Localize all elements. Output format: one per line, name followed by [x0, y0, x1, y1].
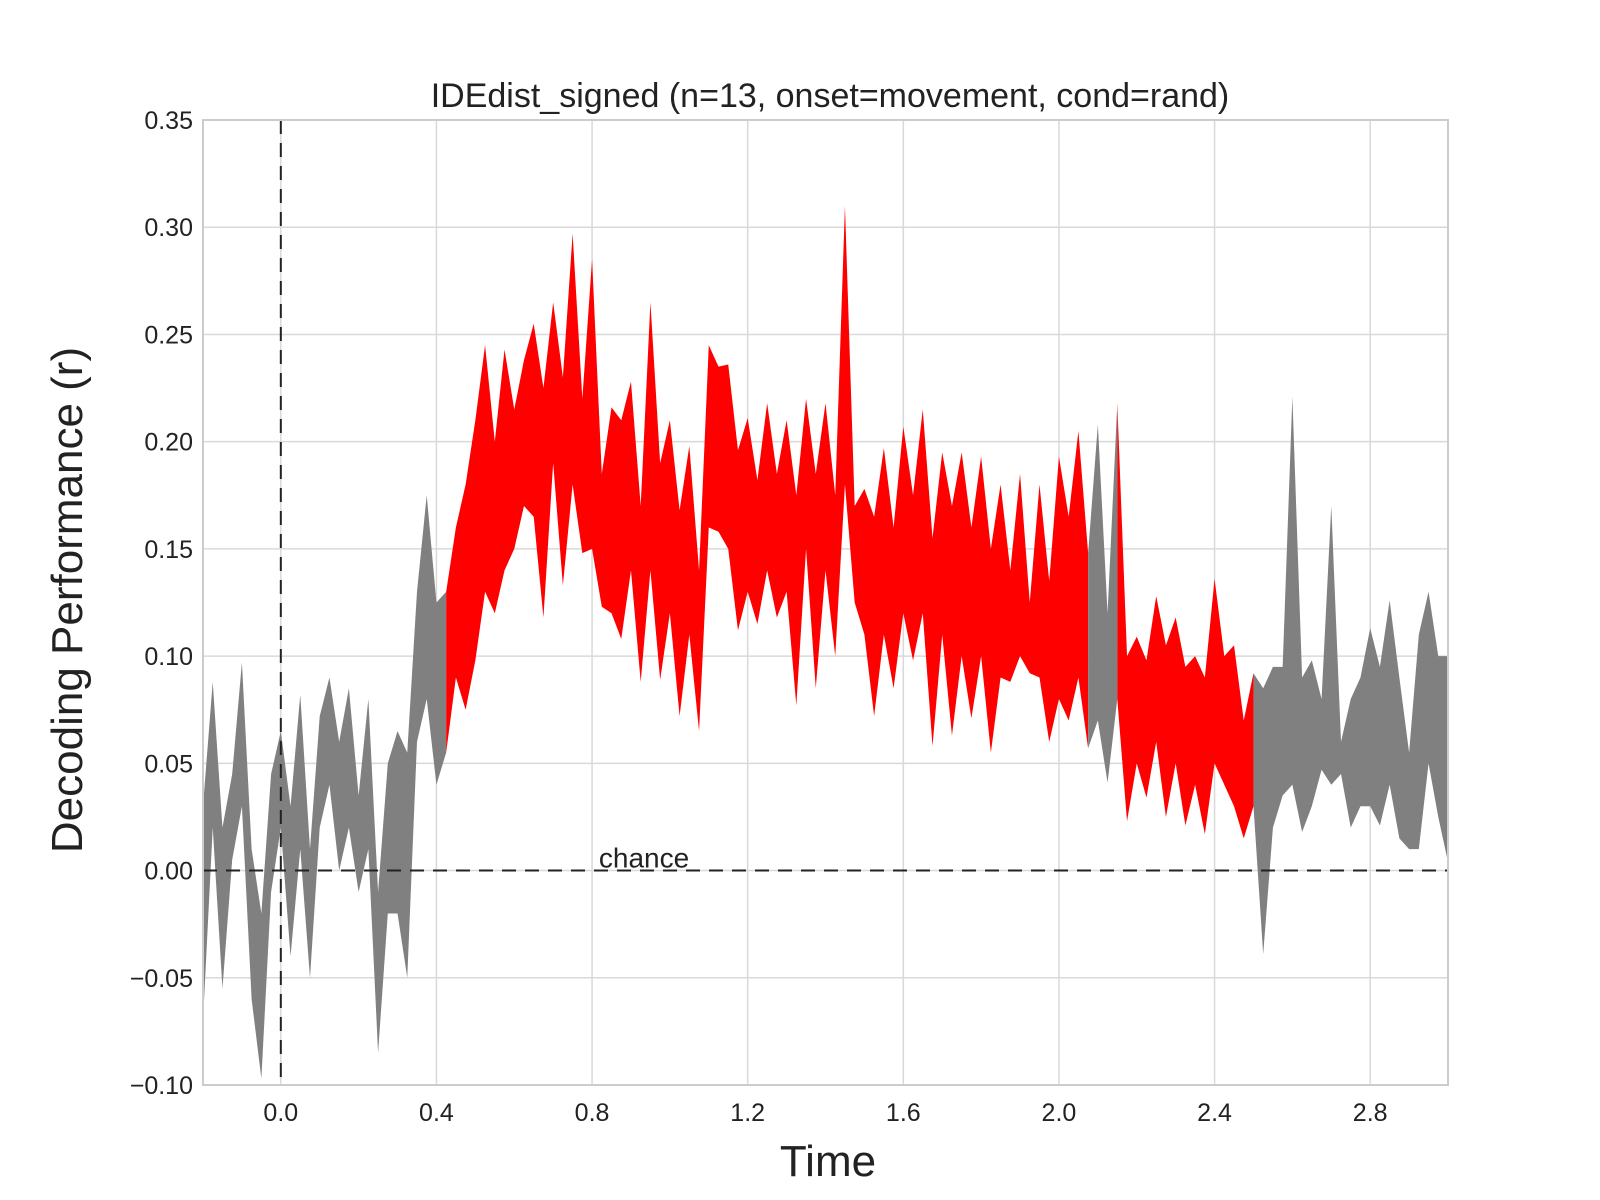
- chart-title: IDEdist_signed (n=13, onset=movement, co…: [431, 77, 1230, 115]
- nonsignificant-band-segment: [203, 495, 447, 1079]
- x-ticks: 0.0 0.4 0.8 1.2 1.6 2.0 2.4 2.8: [263, 1099, 1387, 1127]
- x-tick-label: 1.6: [886, 1099, 921, 1127]
- y-tick-label: 0.00: [144, 858, 193, 886]
- y-tick-label: 0.30: [144, 214, 193, 242]
- x-tick-label: 2.8: [1353, 1099, 1388, 1127]
- x-axis-label: Time: [780, 1137, 876, 1186]
- y-tick-label: 0.15: [144, 536, 193, 564]
- nonsignificant-band-segment: [1253, 396, 1448, 955]
- x-tick-label: 0.8: [575, 1099, 610, 1127]
- nonsignificant-band-segment: [1088, 403, 1118, 783]
- y-tick-label: 0.25: [144, 321, 193, 349]
- plot-frame: [202, 119, 1449, 1086]
- y-tick-label: 0.10: [144, 643, 193, 671]
- y-tick-label: 0.05: [144, 750, 193, 778]
- significant-band-segment: [446, 205, 1089, 753]
- x-tick-label: 2.4: [1197, 1099, 1232, 1127]
- chance-annotation: chance: [599, 843, 689, 874]
- grid: [203, 119, 1448, 1086]
- y-ticks: −0.10 −0.05 0.00 0.05 0.10 0.15 0.20 0.25 0.30 0.…: [130, 107, 193, 1100]
- x-tick-label: 0.4: [419, 1099, 454, 1127]
- y-axis-label: Decoding Performance (r): [43, 347, 92, 853]
- decoding-band: [203, 205, 1448, 1079]
- reference-lines: [203, 120, 1448, 1085]
- x-tick-label: 1.2: [730, 1099, 765, 1127]
- significant-band-segment: [1117, 403, 1254, 839]
- y-tick-label: −0.05: [130, 965, 193, 993]
- x-tick-label: 2.0: [1042, 1099, 1077, 1127]
- y-tick-label: −0.10: [130, 1072, 193, 1100]
- y-tick-label: 0.35: [144, 107, 193, 135]
- x-tick-label: 0.0: [263, 1099, 298, 1127]
- y-tick-label: 0.20: [144, 429, 193, 457]
